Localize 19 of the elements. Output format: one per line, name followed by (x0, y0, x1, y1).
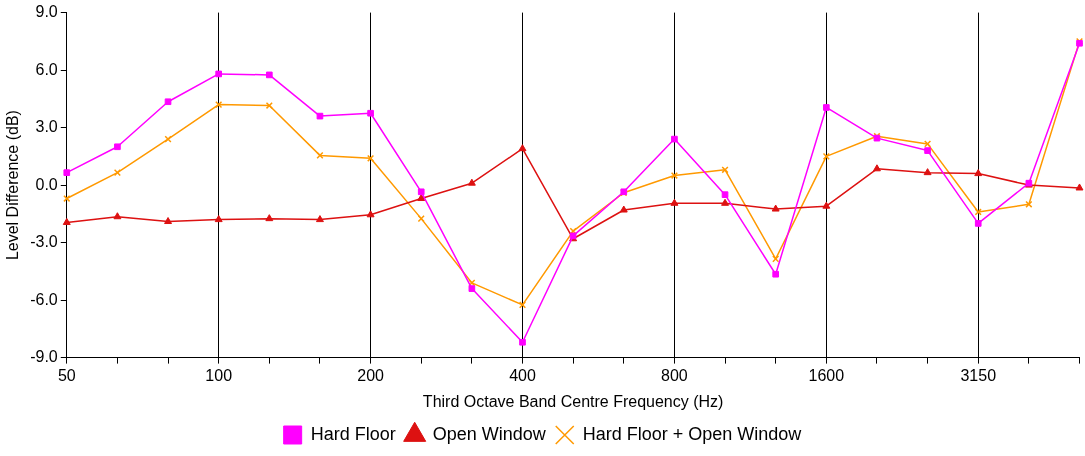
y-tick-label: -3.0 (30, 233, 58, 251)
x-axis-title: Third Octave Band Centre Frequency (Hz) (422, 392, 724, 410)
x-tick-label: 3150 (960, 366, 997, 384)
x-tick-label: 200 (357, 366, 385, 384)
x-tick-label: 50 (57, 366, 76, 384)
x-tick-label: 800 (661, 366, 688, 384)
y-tick-label: -9.0 (30, 348, 58, 366)
y-tick-label: 3.0 (35, 118, 58, 136)
x-tick-label: 400 (509, 366, 536, 384)
x-tick-label: 1600 (808, 366, 845, 384)
legend-label: Hard Floor + Open Window (582, 423, 803, 444)
y-tick-label: 9.0 (35, 3, 58, 21)
x-tick-label: 100 (205, 366, 233, 384)
y-tick-label: 0.0 (35, 175, 58, 193)
y-axis-title: Level Difference (dB) (4, 110, 22, 261)
y-tick-label: -6.0 (30, 290, 58, 308)
legend-label: Open Window (432, 423, 547, 444)
y-tick-label: 6.0 (35, 60, 58, 78)
legend-label: Hard Floor (310, 423, 396, 444)
